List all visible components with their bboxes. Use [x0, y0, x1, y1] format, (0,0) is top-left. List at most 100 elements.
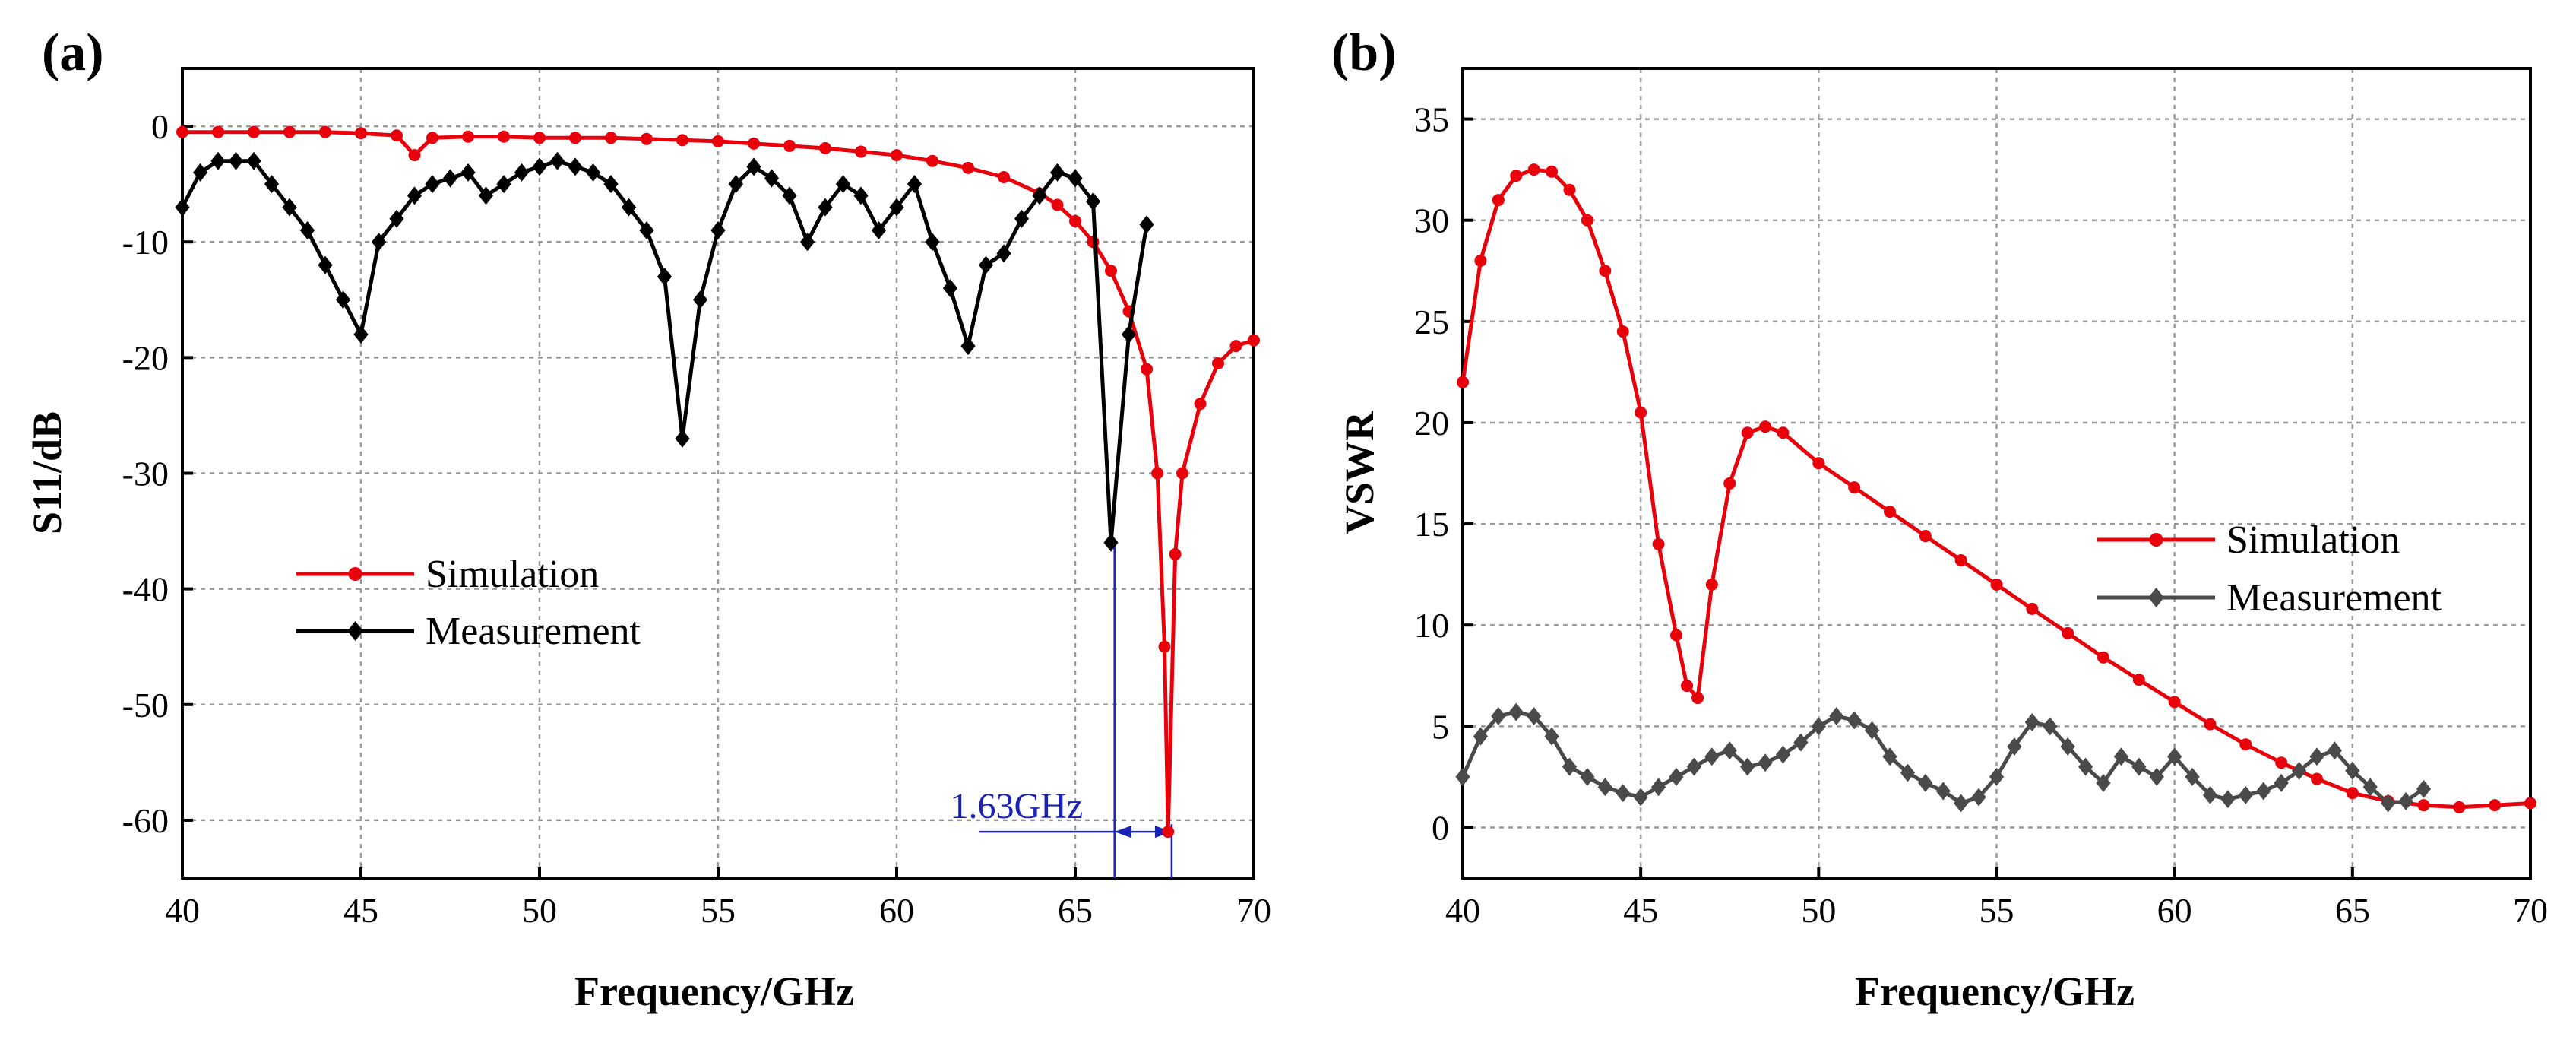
panel-a-measurement-point — [335, 290, 351, 309]
panel-b-simulation-point — [1691, 692, 1704, 705]
panel-b-y-tick-label: 10 — [1414, 606, 1449, 645]
panel-a-measurement-point — [871, 221, 887, 239]
panel-a-y-tick-label: 0 — [151, 107, 169, 146]
panel-b-legend-marker-1 — [2148, 588, 2164, 607]
panel-a-measurement-point — [478, 186, 494, 205]
panel-b-simulation-point — [1990, 578, 2003, 591]
panel-b-measurement-point — [2274, 773, 2289, 792]
panel-b-measurement-point — [1900, 763, 1916, 782]
panel-a-measurement-point — [192, 163, 208, 182]
panel-b-x-tick-label: 65 — [2335, 891, 2370, 930]
panel-b-measurement-point — [2167, 747, 2182, 766]
panel-b-measurement-point — [2113, 747, 2129, 766]
panel-b-measurement-point — [2043, 717, 2058, 736]
panel-b-measurement-point — [2362, 778, 2378, 797]
panel-a-measurement-point — [1085, 192, 1101, 211]
panel-a-chart: (a) S11/dB Frequency/GHz 40 45 50 55 60 65 70 0… — [24, 24, 1271, 1014]
panel-a-simulation-point — [712, 135, 724, 147]
panel-a-measurement-point — [603, 175, 619, 194]
panel-a-measurement-point — [228, 151, 244, 170]
panel-a-measurement-point — [710, 221, 726, 239]
panel-a-simulation-point — [783, 139, 796, 152]
panel-b-legend-label-0: Simulation — [2226, 518, 2400, 562]
panel-a-simulation-point — [605, 132, 617, 144]
panel-a-simulation-point — [891, 149, 903, 162]
panel-a-measurement-point — [621, 198, 637, 217]
panel-b-measurement-point — [2024, 712, 2040, 731]
panel-b-simulation-point — [2239, 738, 2252, 751]
panel-a-x-tick-label: 60 — [879, 891, 914, 930]
panel-a-simulation-point — [641, 132, 653, 145]
panel-a-measurement-point — [549, 151, 565, 170]
panel-a-simulation-point — [283, 125, 296, 138]
panel-a-simulation-point — [1248, 334, 1260, 347]
panel-b-simulation-point — [2524, 797, 2536, 810]
panel-b-simulation-point — [1635, 406, 1647, 419]
panel-a-measurement-point — [782, 186, 797, 205]
panel-a-measurement-point — [978, 255, 994, 274]
panel-b-measurement-point — [2096, 773, 2111, 792]
panel-b-measurement-point — [1847, 711, 1862, 730]
panel-b-y-tick-label: 30 — [1414, 201, 1449, 240]
panel-a-simulation-point — [391, 129, 403, 142]
panel-a-measurement-point — [246, 151, 261, 170]
panel-b-measurement-point — [2327, 741, 2343, 760]
panel-a-measurement-point — [460, 163, 476, 182]
panel-a-measurement-point — [1139, 215, 1154, 234]
panel-b-simulation-point — [1616, 325, 1629, 338]
panel-b-legend-marker-0 — [2149, 533, 2163, 547]
panel-a-measurement-point — [496, 175, 511, 194]
panel-a-simulation-point — [676, 134, 688, 147]
panel-b-x-tick-label: 70 — [2513, 891, 2548, 930]
panel-b-measurement-point — [1562, 757, 1578, 776]
panel-b-simulation-point — [1741, 426, 1754, 439]
panel-b-measurement-point — [1740, 757, 1755, 776]
panel-a-simulation-point — [1141, 363, 1153, 376]
panel-a-measurement-point — [925, 233, 940, 252]
panel-a-measurement-point — [1014, 209, 1030, 228]
panel-b-measurement-point — [2078, 757, 2093, 776]
panel-a-simulation-point — [855, 145, 867, 158]
annotation-arrow-left — [1114, 826, 1131, 839]
panel-b-measurement-point — [2149, 767, 2164, 786]
panel-a-y-tick-label: -60 — [122, 801, 169, 840]
panel-b-simulation-point — [2489, 799, 2502, 812]
panel-a-measurement-point — [1103, 533, 1119, 552]
panel-a-measurement-point — [318, 255, 333, 274]
panel-b-measurement-point — [1544, 727, 1559, 746]
panel-b-measurement-point — [2220, 790, 2236, 809]
panel-a-simulation-point — [1162, 826, 1175, 839]
panel-a-legend-label-1: Measurement — [426, 610, 641, 653]
panel-b-simulation-point — [2417, 799, 2430, 812]
panel-b-x-axis-title: Frequency/GHz — [1855, 969, 2135, 1014]
panel-a-y-tick-label: -50 — [122, 686, 169, 725]
panel-b-measurement-point — [2185, 767, 2200, 786]
panel-a-measurement-point — [728, 175, 744, 194]
panel-b-chart: (b) VSWR Frequency/GHz 40 45 50 55 60 65 70 0 5 1… — [1331, 24, 2548, 1014]
panel-a-simulation-point — [408, 149, 421, 162]
panel-b-measurement-point — [2416, 779, 2432, 798]
panel-a-simulation-point — [426, 132, 438, 144]
panel-a-simulation-point — [1212, 357, 1224, 369]
panel-a-x-tick-label: 70 — [1236, 891, 1271, 930]
panel-a-measurement-point — [585, 163, 601, 182]
panel-b-simulation-point — [1759, 420, 1772, 433]
panel-a-simulation-point — [926, 154, 938, 167]
panel-b-simulation-point — [2132, 674, 2145, 686]
panel-a-simulation-point — [1169, 548, 1182, 560]
panel-b-measurement-point — [1508, 702, 1524, 721]
panel-a-measurement-point — [442, 169, 458, 188]
panel-a-y-tick-label: -20 — [122, 338, 169, 377]
panel-a-x-tick-label: 50 — [522, 891, 557, 930]
panel-b-measurement-point — [2398, 791, 2413, 810]
panel-a-simulation-point — [248, 125, 260, 138]
panel-a-y-tick-label: -40 — [122, 570, 169, 609]
panel-b-measurement-point — [1758, 753, 1773, 772]
panel-a-x-tick-label: 55 — [701, 891, 736, 930]
panel-b-y-tick-label: 25 — [1414, 303, 1449, 341]
panel-b-simulation-point — [2311, 772, 2323, 785]
panel-a-measurement-point — [835, 175, 851, 194]
panel-a-measurement-point — [299, 221, 315, 239]
panel-a-legend-marker-0 — [348, 567, 362, 581]
panel-a-simulation-point — [998, 171, 1010, 184]
